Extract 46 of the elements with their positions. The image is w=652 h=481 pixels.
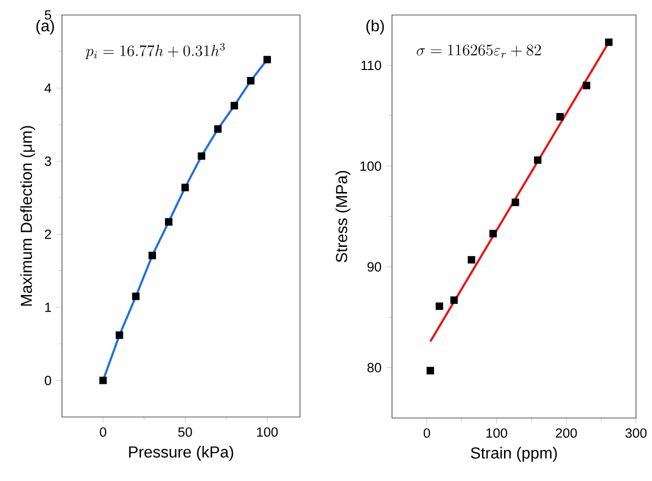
x-tick-label: 300	[625, 428, 647, 438]
point	[512, 198, 520, 206]
x-axis-title: Pressure (kPa)	[129, 446, 234, 461]
point	[230, 102, 238, 110]
y-axis-title: Stress (MPa)	[336, 171, 350, 262]
y-tick-label: 90	[367, 262, 382, 272]
y-tick-label: 100	[360, 161, 382, 171]
point	[468, 256, 476, 264]
point	[605, 38, 613, 46]
point	[247, 77, 254, 84]
point	[181, 184, 189, 192]
x-tick-label: 50	[178, 427, 192, 437]
point	[198, 152, 206, 160]
x-tick-label: 200	[556, 428, 577, 438]
point	[214, 125, 222, 133]
annotation: $p_{i}=16.77h+0.31h^{3}$	[85, 43, 225, 60]
x-tick-label: 100	[486, 428, 508, 438]
point	[132, 292, 140, 300]
point	[582, 82, 590, 90]
point	[450, 296, 458, 304]
x-tick-label: 0	[100, 427, 106, 437]
annotation: $\sigma=116265\varepsilon_{r}+82$	[416, 44, 541, 58]
point	[436, 302, 444, 310]
point	[99, 376, 107, 384]
chart-title: (b)	[366, 20, 384, 35]
y-tick-label: 3	[44, 156, 52, 166]
y-tick-label: 2	[44, 230, 51, 239]
chart-title: (a)	[36, 20, 54, 35]
y-tick-label: 0	[44, 376, 52, 386]
y-tick-label: 5	[44, 10, 52, 20]
y-tick-label: 80	[367, 362, 382, 372]
y-tick-label: 4	[44, 84, 52, 93]
point	[426, 366, 434, 374]
y-axis-title: Maximum Deflection (μm)	[20, 126, 36, 306]
point	[116, 331, 124, 339]
point	[556, 113, 564, 120]
point	[534, 156, 542, 164]
y-tick-label: 110	[361, 60, 382, 70]
x-axis-title: Strain (ppm)	[470, 446, 557, 462]
point	[164, 218, 172, 226]
y-tick-label: 1	[45, 302, 51, 312]
x-tick-label: 0	[424, 428, 430, 438]
point	[489, 230, 497, 238]
x-tick-label: 100	[257, 427, 278, 437]
point	[148, 252, 156, 260]
point	[263, 56, 271, 64]
